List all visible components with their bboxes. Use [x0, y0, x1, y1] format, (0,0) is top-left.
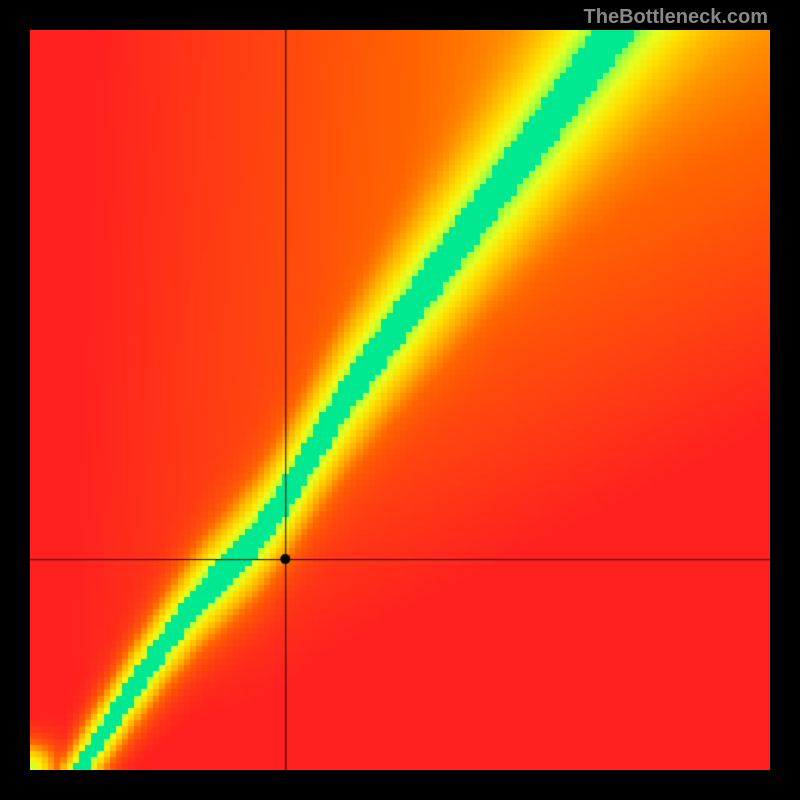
bottleneck-heatmap: [30, 30, 770, 770]
watermark-text: TheBottleneck.com: [584, 6, 768, 29]
heatmap-canvas: [30, 30, 770, 770]
